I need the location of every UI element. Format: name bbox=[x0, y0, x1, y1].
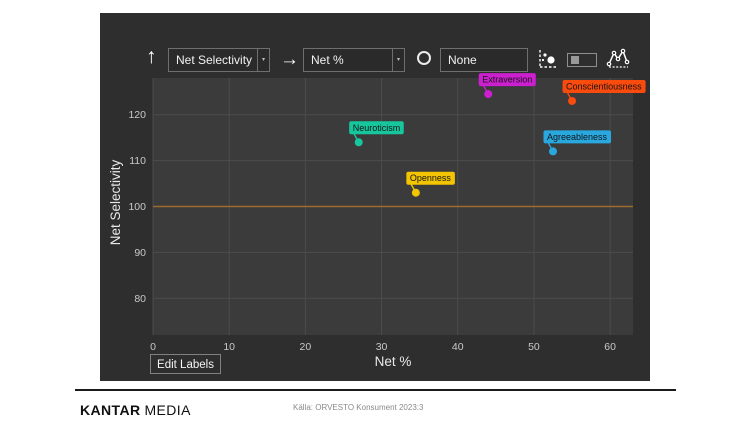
data-point-openness[interactable] bbox=[411, 188, 420, 197]
y-tick-label: 90 bbox=[134, 247, 146, 259]
x-tick-label: 10 bbox=[223, 341, 235, 353]
point-label-chip bbox=[349, 121, 404, 135]
x-tick-label: 0 bbox=[150, 341, 156, 353]
point-label-chip bbox=[562, 79, 646, 93]
edit-labels-button[interactable]: Edit Labels bbox=[150, 354, 221, 374]
data-point-conscientiousness[interactable] bbox=[568, 96, 577, 105]
y-tick-label: 120 bbox=[128, 109, 146, 121]
y-axis-title: Net Selectivity bbox=[108, 159, 123, 245]
x-tick-label: 30 bbox=[376, 341, 388, 353]
data-point-neuroticism[interactable] bbox=[354, 138, 363, 147]
brand-media: MEDIA bbox=[144, 402, 191, 418]
bubble-size-icon bbox=[417, 51, 431, 65]
point-label-chip bbox=[406, 171, 455, 185]
point-label-neuroticism[interactable]: Neuroticism bbox=[349, 121, 404, 135]
x-tick-label: 60 bbox=[604, 341, 616, 353]
x-tick-label: 20 bbox=[300, 341, 312, 353]
footer-divider bbox=[75, 389, 676, 391]
y-axis-selector[interactable]: Net Selectivity bbox=[168, 48, 258, 72]
y-tick-label: 110 bbox=[129, 155, 146, 167]
x-tick-label: 50 bbox=[528, 341, 540, 353]
point-label-text: Extraversion bbox=[482, 75, 532, 85]
x-tick-label: 40 bbox=[452, 341, 464, 353]
scatter-plot-icon[interactable] bbox=[536, 48, 558, 71]
point-label-text: Conscientiousness bbox=[566, 81, 642, 91]
point-label-chip bbox=[543, 130, 612, 144]
x-axis-dropdown-button[interactable]: ▾ bbox=[392, 48, 405, 72]
data-point-agreeableness[interactable] bbox=[549, 147, 557, 156]
point-label-text: Agreeableness bbox=[547, 132, 608, 142]
y-axis-arrow-icon: ↑ bbox=[146, 45, 157, 68]
brand-kantar: KANTAR bbox=[80, 402, 141, 418]
source-caption: Källa: ORVESTO Konsument 2023:3 bbox=[293, 403, 424, 412]
point-label-extraversion[interactable]: Extraversion bbox=[478, 73, 536, 87]
x-axis-arrow-icon: → bbox=[280, 49, 299, 70]
point-label-chip bbox=[478, 73, 536, 87]
toggle-knob bbox=[571, 56, 579, 64]
bubble-size-selector[interactable]: None bbox=[440, 48, 528, 72]
point-label-text: Neuroticism bbox=[353, 123, 401, 133]
point-label-agreeableness[interactable]: Agreeableness bbox=[543, 130, 612, 144]
y-tick-label: 80 bbox=[134, 293, 146, 305]
kantar-media-logo: KANTAR MEDIA bbox=[80, 402, 191, 418]
data-point-extraversion[interactable] bbox=[484, 90, 493, 99]
scatter-chart: 0 10 20 30 40 50 60 80 90 100 110 120 Net % Net Selec… bbox=[108, 73, 646, 369]
x-axis-title: Net % bbox=[375, 354, 412, 369]
point-label-conscientiousness[interactable]: Conscientiousness bbox=[562, 79, 646, 93]
y-tick-label: 100 bbox=[128, 201, 146, 213]
line-chart-icon[interactable] bbox=[606, 46, 630, 71]
x-axis-selector[interactable]: Net % bbox=[303, 48, 393, 72]
point-label-openness[interactable]: Openness bbox=[406, 171, 455, 185]
y-axis-dropdown-button[interactable]: ▾ bbox=[257, 48, 270, 72]
chart-panel: 0 10 20 30 40 50 60 80 90 100 110 120 Net % Net Selec… bbox=[100, 13, 650, 381]
toggle-switch[interactable] bbox=[567, 53, 597, 67]
point-label-text: Openness bbox=[410, 173, 452, 183]
